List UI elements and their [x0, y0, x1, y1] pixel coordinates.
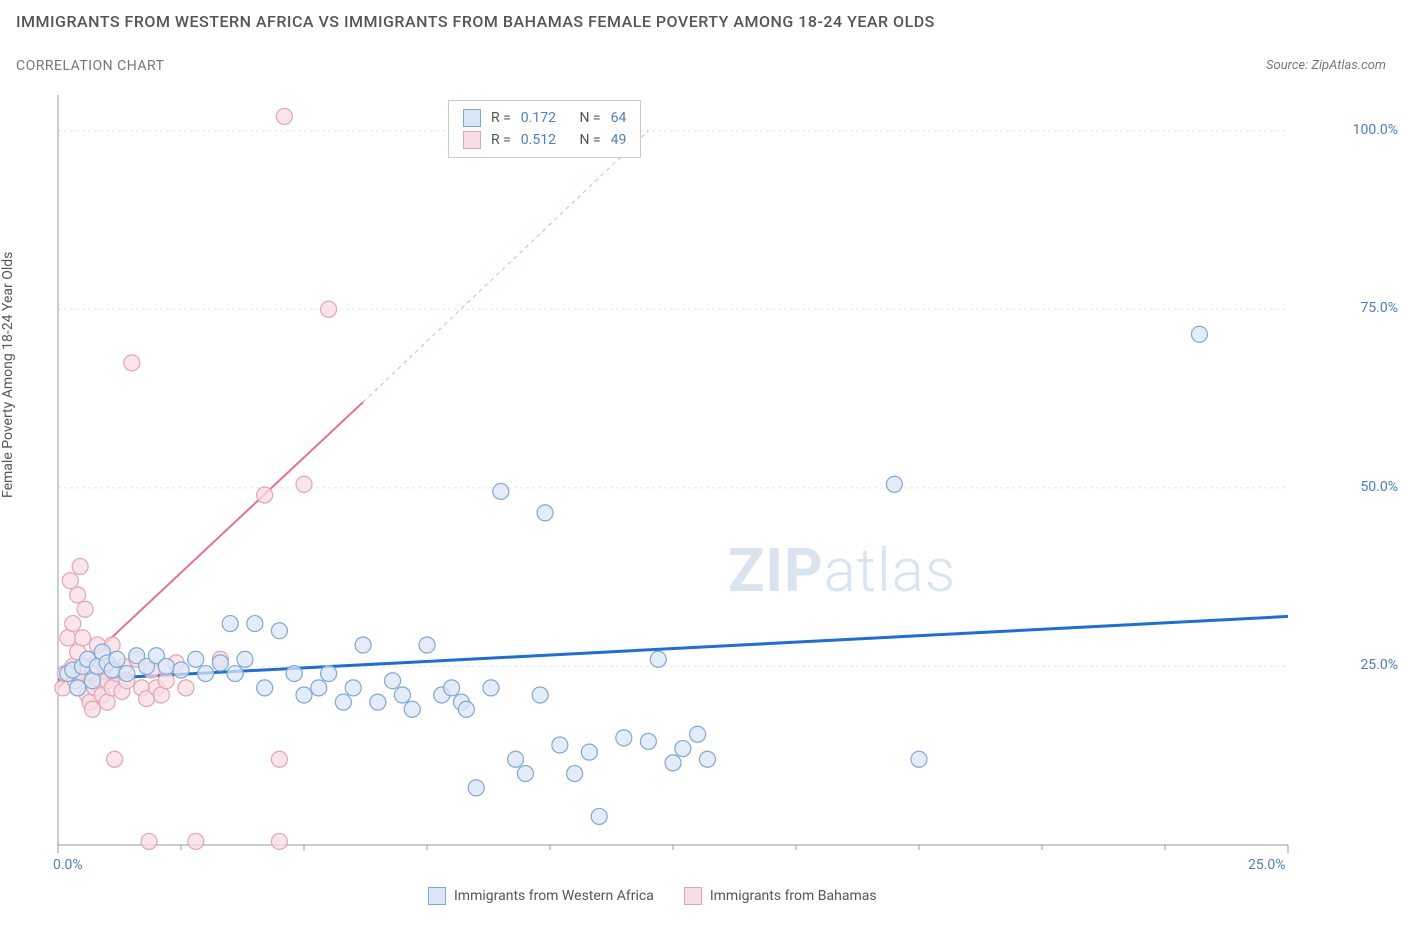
scatter-chart — [48, 95, 1348, 875]
n-value: 64 — [611, 107, 627, 129]
y-tick-label: 50.0% — [1360, 479, 1398, 495]
y-axis-label: Female Poverty Among 18-24 Year Olds — [0, 252, 16, 498]
y-tick-label: 75.0% — [1360, 300, 1398, 316]
n-label: N = — [579, 107, 600, 129]
legend-label: Immigrants from Bahamas — [710, 888, 877, 904]
n-label: N = — [579, 129, 600, 151]
r-value: 0.512 — [521, 129, 556, 151]
plot-area: ZIPatlas R = 0.172 N = 64 R = 0.512 N = … — [48, 95, 1348, 875]
swatch-icon — [463, 131, 481, 149]
legend-item: Immigrants from Bahamas — [684, 887, 877, 905]
r-value: 0.172 — [521, 107, 556, 129]
r-label: R = — [491, 129, 511, 151]
correlation-legend: R = 0.172 N = 64 R = 0.512 N = 49 — [448, 100, 641, 158]
y-tick-label: 25.0% — [1360, 657, 1398, 673]
chart-subtitle: CORRELATION CHART — [16, 58, 164, 74]
swatch-icon — [428, 887, 446, 905]
series-legend: Immigrants from Western Africa Immigrant… — [428, 887, 877, 905]
legend-item: Immigrants from Western Africa — [428, 887, 654, 905]
y-tick-label: 100.0% — [1353, 122, 1398, 138]
legend-row: R = 0.172 N = 64 — [463, 107, 626, 129]
n-value: 49 — [611, 129, 627, 151]
x-tick-label: 0.0% — [53, 857, 83, 873]
legend-label: Immigrants from Western Africa — [454, 888, 654, 904]
legend-row: R = 0.512 N = 49 — [463, 129, 626, 151]
chart-title: IMMIGRANTS FROM WESTERN AFRICA VS IMMIGR… — [16, 12, 935, 31]
swatch-icon — [684, 887, 702, 905]
r-label: R = — [491, 107, 511, 129]
swatch-icon — [463, 109, 481, 127]
source-label: Source: ZipAtlas.com — [1266, 58, 1386, 73]
x-tick-label: 25.0% — [1248, 857, 1286, 873]
